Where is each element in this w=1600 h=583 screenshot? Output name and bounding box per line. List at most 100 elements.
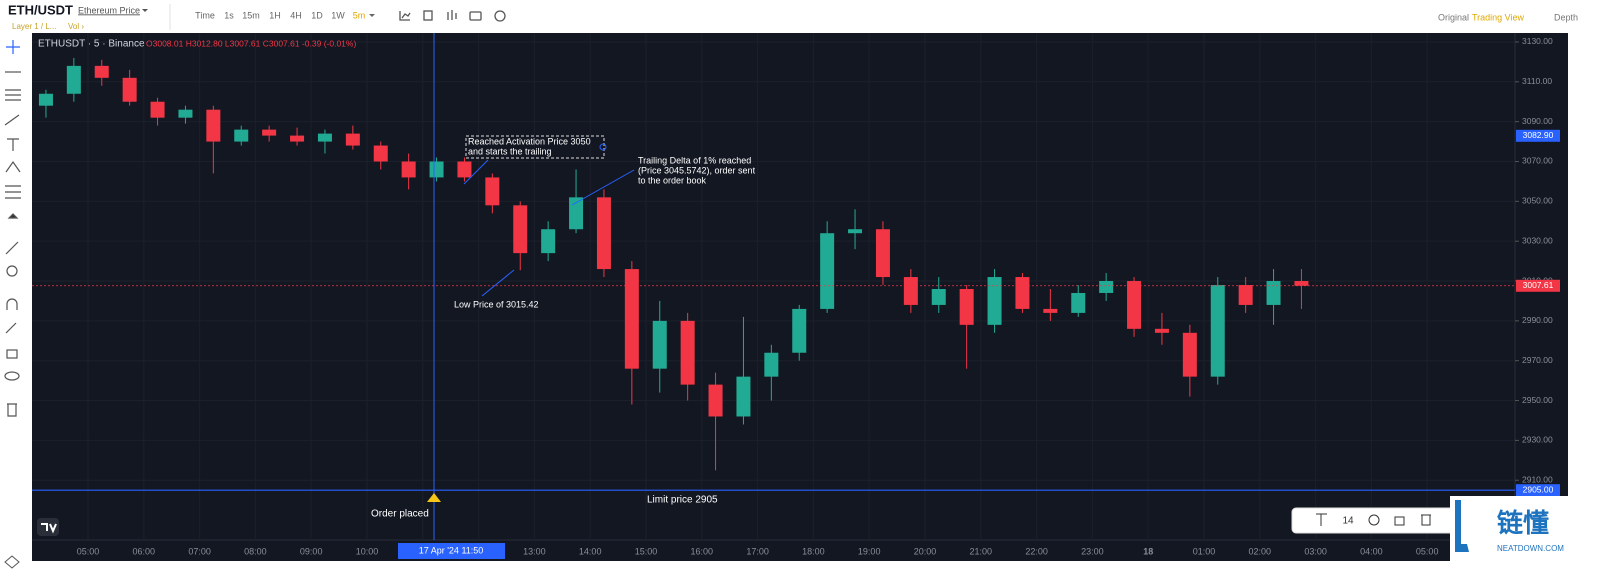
- x-tick-label: 07:00: [188, 546, 211, 556]
- interval-bar: Time 1s 15m 1H 4H 1D 1W 5m: [195, 10, 375, 20]
- symbol-subtitle[interactable]: Ethereum Price: [78, 5, 140, 15]
- candle-body: [596, 197, 611, 270]
- candle-body: [345, 133, 360, 146]
- view-button[interactable]: Depth: [1554, 12, 1578, 22]
- annotation-text: (Price 3045.5742), order sent: [638, 165, 756, 175]
- x-tick-label: 06:00: [133, 546, 156, 556]
- stay-drawing-tool[interactable]: [5, 322, 17, 334]
- y-tick-label: 2930.00: [1522, 435, 1553, 445]
- candle-body: [1127, 281, 1142, 329]
- y-tick-label: 3030.00: [1522, 235, 1553, 245]
- annotation-text: and starts the trailing: [468, 146, 552, 156]
- layer-tag[interactable]: Layer 1 / L...: [12, 22, 56, 31]
- x-tick-label: 05:00: [1416, 546, 1439, 556]
- x-tick-label: 01:00: [1193, 546, 1216, 556]
- text-style-button[interactable]: [1316, 513, 1327, 526]
- price-badge: [1516, 129, 1560, 142]
- x-tick-label: 18:00: [802, 546, 825, 556]
- candle-body: [150, 101, 165, 118]
- candle-body: [1210, 285, 1225, 377]
- candle-body: [234, 129, 249, 142]
- cursor-time: 17 Apr '24 11:50: [419, 545, 484, 555]
- lock-tool[interactable]: [6, 349, 18, 359]
- indicator-icon[interactable]: [399, 11, 411, 21]
- cursor-time-badge: [398, 543, 505, 559]
- candle-body: [1238, 285, 1253, 305]
- collapse-icon[interactable]: [7, 213, 19, 219]
- settings-button[interactable]: [1368, 514, 1380, 526]
- x-tick-label: 03:00: [1304, 546, 1327, 556]
- candle-body: [1071, 292, 1086, 313]
- channel-tool[interactable]: [5, 89, 21, 101]
- active-interval[interactable]: 5m: [353, 10, 366, 20]
- annotation-arrow: [463, 159, 489, 185]
- annotation-handle: [599, 143, 607, 151]
- layers-icon[interactable]: [4, 555, 20, 569]
- candle-body: [1043, 308, 1058, 313]
- price-badge-label: 2905.00: [1523, 484, 1554, 494]
- add-icon[interactable]: [494, 10, 506, 22]
- interval-button[interactable]: 4H: [290, 10, 302, 20]
- price-badge: [1516, 279, 1560, 292]
- font-size[interactable]: 14: [1342, 516, 1354, 527]
- interval-button[interactable]: 1s: [224, 10, 234, 20]
- text-tool[interactable]: [7, 138, 19, 151]
- candle-icon[interactable]: [447, 10, 457, 20]
- delete-tool[interactable]: [7, 403, 17, 417]
- hide-tool[interactable]: [4, 371, 20, 381]
- interval-button[interactable]: 1D: [311, 10, 323, 20]
- view-button[interactable]: Trading View: [1472, 12, 1525, 22]
- template-icon[interactable]: [423, 10, 433, 21]
- view-button[interactable]: Original: [1438, 12, 1469, 22]
- candle-body: [457, 161, 472, 178]
- vol-tag[interactable]: Vol ›: [68, 22, 84, 31]
- y-tick-label: 3050.00: [1522, 196, 1553, 206]
- price-badge-label: 3007.61: [1523, 280, 1554, 290]
- candle-body: [987, 277, 1002, 325]
- zoom-tool[interactable]: [6, 265, 18, 277]
- candle-body: [401, 161, 416, 178]
- candle-body: [429, 161, 444, 178]
- interval-button[interactable]: 1W: [331, 10, 345, 20]
- brush-tool[interactable]: [4, 114, 20, 126]
- x-tick-label: 02:00: [1249, 546, 1272, 556]
- y-tick-label: 2990.00: [1522, 315, 1553, 325]
- ruler-tool[interactable]: [5, 241, 19, 255]
- crosshair-tool[interactable]: [6, 40, 20, 54]
- delete-button[interactable]: [1421, 514, 1431, 526]
- lock-button[interactable]: [1394, 516, 1405, 526]
- x-tick-label: 22:00: [1025, 546, 1048, 556]
- interval-button[interactable]: 15m: [242, 10, 260, 20]
- candle-body: [708, 384, 723, 417]
- fib-tool[interactable]: [5, 185, 21, 199]
- candle-body: [959, 288, 974, 325]
- candle-body: [373, 145, 388, 162]
- candle-body: [513, 205, 528, 254]
- symbol[interactable]: ETH/USDT: [8, 2, 73, 17]
- annotation-text: Low Price of 3015.42: [454, 299, 539, 309]
- camera-icon[interactable]: [469, 11, 482, 21]
- watermark-bg: [1450, 496, 1600, 578]
- candle-body: [569, 197, 584, 230]
- candle-body: [764, 352, 779, 377]
- pattern-tool[interactable]: [5, 160, 21, 173]
- y-tick-label: 2950.00: [1522, 395, 1553, 405]
- magnet-tool[interactable]: [6, 298, 18, 310]
- x-tick-label: 08:00: [244, 546, 267, 556]
- y-tick-label: 2970.00: [1522, 355, 1553, 365]
- price-badge: [1516, 484, 1560, 497]
- legend-symbol: ETHUSDT · 5 · Binance: [38, 39, 145, 50]
- candle-body: [1182, 332, 1197, 377]
- dropdown-icon[interactable]: [369, 14, 375, 17]
- candle-body: [262, 129, 277, 136]
- interval-button[interactable]: 1H: [269, 10, 281, 20]
- x-tick-label: 20:00: [914, 546, 937, 556]
- x-tick-label: 18: [1143, 546, 1153, 556]
- legend-ohlc: O3008.01 H3012.80 L3007.61 C3007.61 -0.3…: [146, 38, 356, 48]
- interval-button[interactable]: Time: [195, 10, 215, 20]
- order-label: Order placed: [371, 509, 429, 520]
- x-tick-label: 09:00: [300, 546, 323, 556]
- toolbar-icons: [399, 10, 506, 22]
- dropdown-icon[interactable]: [142, 9, 148, 12]
